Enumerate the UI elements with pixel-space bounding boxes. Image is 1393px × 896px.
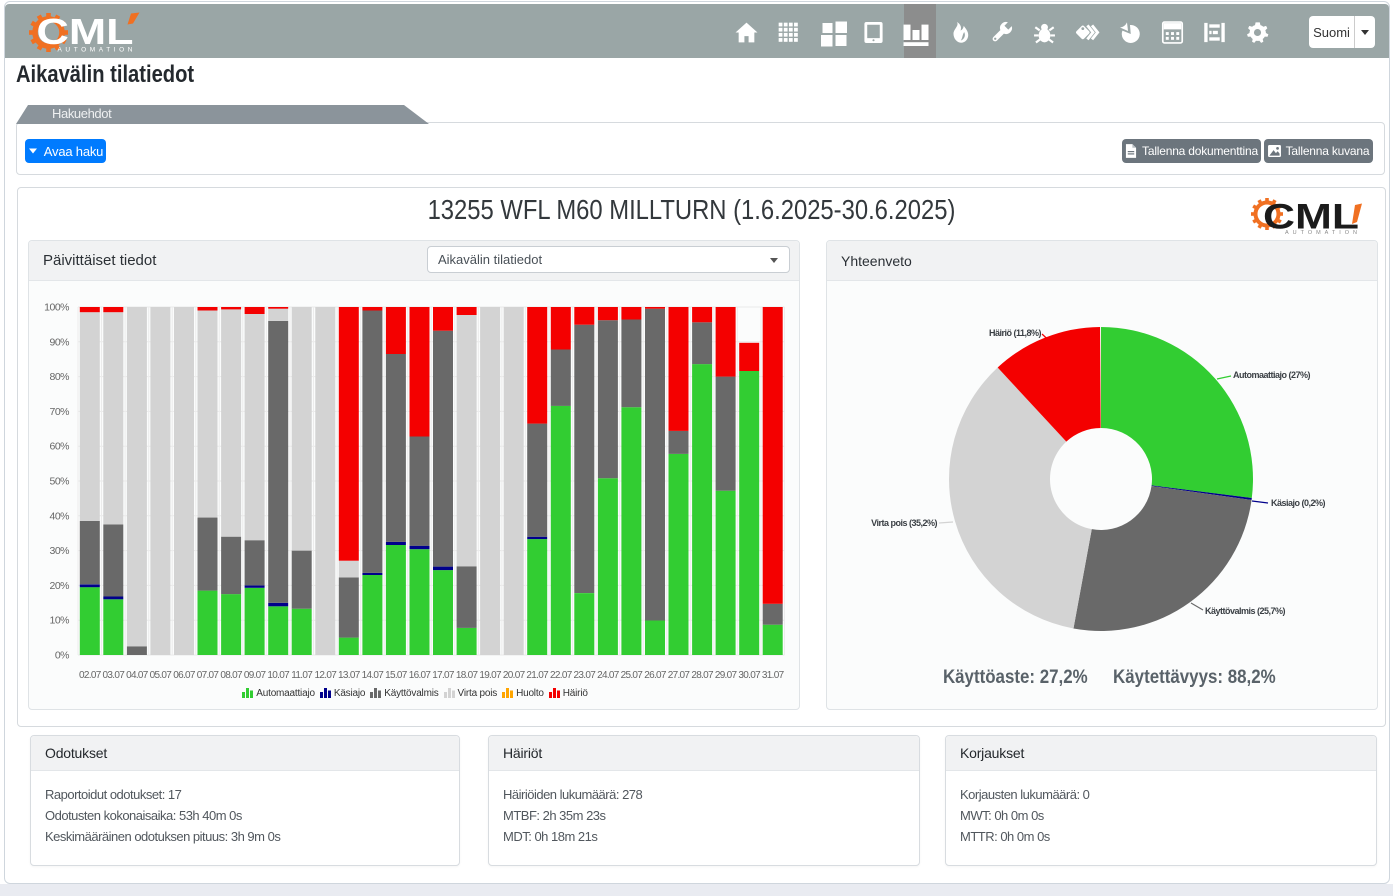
svg-text:11.07: 11.07 <box>291 670 313 681</box>
svg-text:05.07: 05.07 <box>150 670 173 681</box>
svg-text:100%: 100% <box>44 302 69 314</box>
svg-text:26.07: 26.07 <box>644 670 667 681</box>
svg-text:AUTOMATION: AUTOMATION <box>1285 230 1359 236</box>
svg-text:29.07: 29.07 <box>715 670 738 681</box>
svg-text:31.07: 31.07 <box>762 670 785 681</box>
svg-text:40%: 40% <box>49 510 69 522</box>
svg-text:20.07: 20.07 <box>503 670 526 681</box>
svg-text:Häiriö (11,8%): Häiriö (11,8%) <box>989 328 1042 338</box>
svg-text:CML: CML <box>1263 198 1359 237</box>
svg-text:02.07: 02.07 <box>79 670 102 681</box>
svg-text:03.07: 03.07 <box>103 670 126 681</box>
svg-text:20%: 20% <box>49 580 69 592</box>
svg-text:70%: 70% <box>49 406 69 418</box>
svg-text:17.07: 17.07 <box>432 670 455 681</box>
svg-text:16.07: 16.07 <box>409 670 432 681</box>
svg-text:12.07: 12.07 <box>315 670 338 681</box>
svg-text:Automaattiajo (27%): Automaattiajo (27%) <box>1233 370 1311 380</box>
svg-text:Virta pois (35,2%): Virta pois (35,2%) <box>871 518 937 528</box>
svg-text:24.07: 24.07 <box>597 670 620 681</box>
svg-text:90%: 90% <box>49 336 69 348</box>
svg-text:14.07: 14.07 <box>362 670 385 681</box>
svg-text:60%: 60% <box>49 441 69 453</box>
svg-text:AUTOMATION: AUTOMATION <box>58 47 135 54</box>
svg-text:18.07: 18.07 <box>456 670 479 681</box>
svg-text:0%: 0% <box>55 650 69 662</box>
svg-text:04.07: 04.07 <box>126 670 149 681</box>
svg-text:23.07: 23.07 <box>574 670 597 681</box>
svg-text:30%: 30% <box>49 545 69 557</box>
svg-text:25.07: 25.07 <box>621 670 644 681</box>
svg-text:15.07: 15.07 <box>385 670 408 681</box>
svg-text:28.07: 28.07 <box>691 670 714 681</box>
svg-text:22.07: 22.07 <box>550 670 573 681</box>
svg-text:27.07: 27.07 <box>668 670 691 681</box>
svg-text:80%: 80% <box>49 371 69 383</box>
svg-text:06.07: 06.07 <box>173 670 196 681</box>
svg-text:13.07: 13.07 <box>338 670 361 681</box>
svg-text:19.07: 19.07 <box>479 670 502 681</box>
svg-text:Käyttövalmis (25,7%): Käyttövalmis (25,7%) <box>1205 606 1286 616</box>
svg-text:07.07: 07.07 <box>197 670 220 681</box>
svg-text:50%: 50% <box>49 476 69 488</box>
svg-text:09.07: 09.07 <box>244 670 267 681</box>
svg-text:21.07: 21.07 <box>526 670 549 681</box>
svg-text:08.07: 08.07 <box>220 670 243 681</box>
svg-text:30.07: 30.07 <box>738 670 761 681</box>
svg-text:10.07: 10.07 <box>267 670 290 681</box>
svg-text:10%: 10% <box>49 615 69 627</box>
svg-text:CML: CML <box>37 11 134 52</box>
svg-text:Käsiajo (0,2%): Käsiajo (0,2%) <box>1271 498 1326 508</box>
